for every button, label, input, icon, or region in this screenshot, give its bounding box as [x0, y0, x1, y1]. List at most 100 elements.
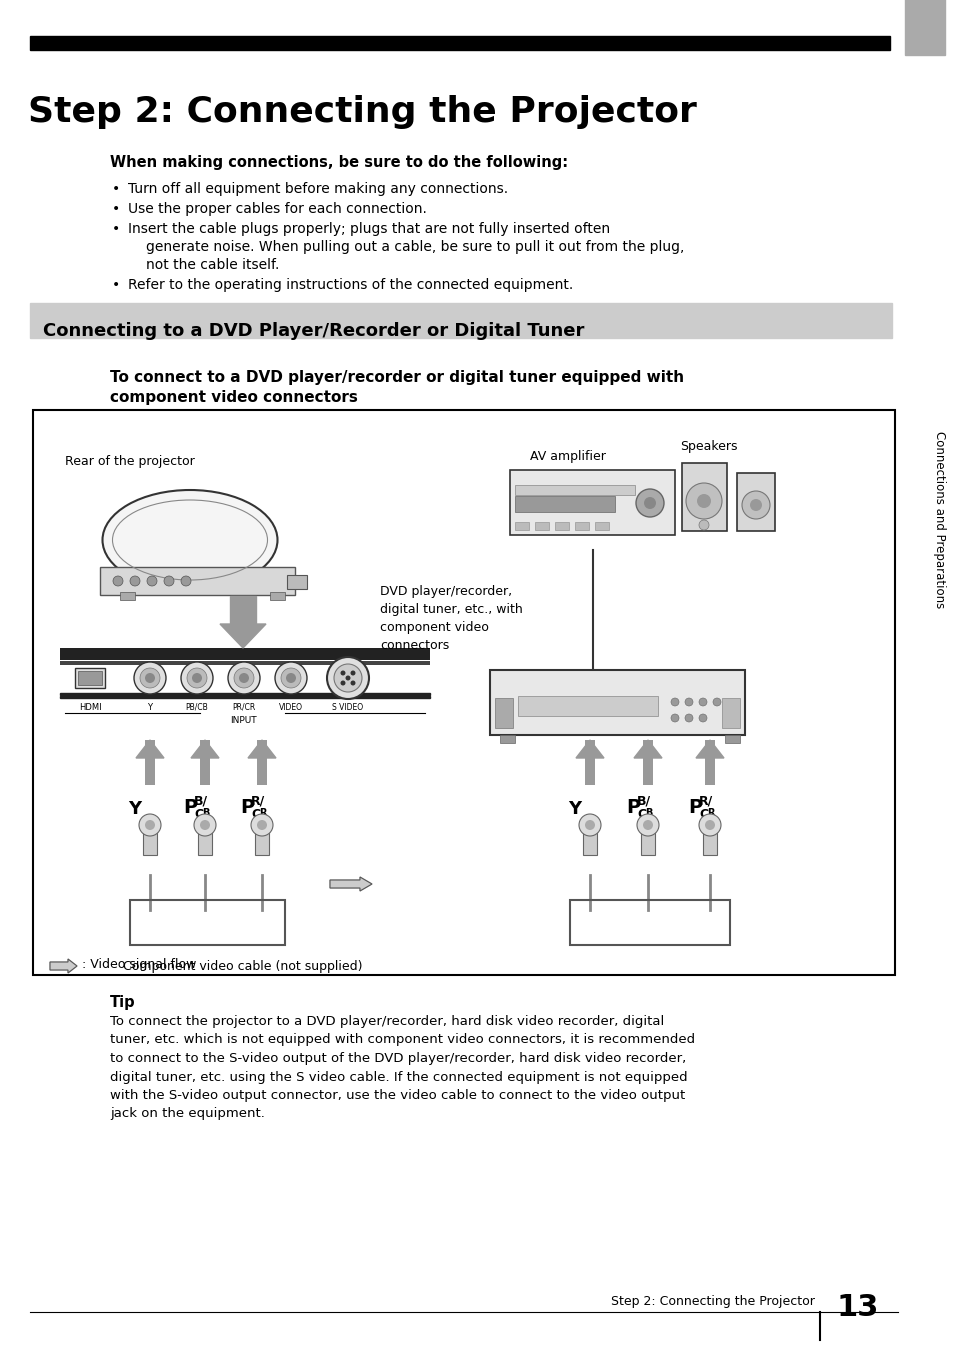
Text: VIDEO: VIDEO — [278, 703, 303, 713]
Polygon shape — [576, 740, 603, 758]
Text: B/: B/ — [637, 795, 651, 808]
Polygon shape — [50, 959, 77, 973]
Bar — [75, 668, 105, 688]
Circle shape — [181, 576, 191, 585]
Text: Rear of the projector: Rear of the projector — [65, 456, 194, 468]
Text: Use the proper cables for each connection.: Use the proper cables for each connectio… — [128, 201, 426, 216]
Circle shape — [274, 662, 307, 694]
Circle shape — [181, 662, 213, 694]
Text: B: B — [202, 808, 209, 818]
Text: Component video cable (not supplied): Component video cable (not supplied) — [123, 960, 362, 973]
Circle shape — [281, 668, 301, 688]
Circle shape — [286, 673, 295, 683]
Text: P: P — [687, 798, 701, 817]
Text: AV amplifier: AV amplifier — [530, 450, 605, 462]
Text: HDMI: HDMI — [78, 703, 101, 713]
Text: C: C — [251, 808, 260, 821]
Text: Refer to the operating instructions of the connected equipment.: Refer to the operating instructions of t… — [128, 279, 573, 292]
Polygon shape — [220, 625, 266, 648]
Bar — [60, 661, 430, 665]
Text: C: C — [637, 808, 645, 821]
Bar — [33, 410, 894, 975]
Bar — [640, 821, 655, 854]
Text: •: • — [112, 279, 120, 292]
Bar — [143, 821, 157, 854]
Text: Y: Y — [128, 800, 141, 818]
Circle shape — [642, 821, 652, 830]
Bar — [270, 592, 285, 600]
Text: INPUT: INPUT — [230, 717, 256, 725]
Circle shape — [684, 698, 692, 706]
Text: generate noise. When pulling out a cable, be sure to pull it out from the plug,: generate noise. When pulling out a cable… — [146, 241, 683, 254]
Text: R/: R/ — [699, 795, 713, 808]
Bar — [724, 735, 740, 744]
Ellipse shape — [102, 489, 277, 589]
Bar — [256, 740, 267, 786]
Bar — [78, 671, 102, 685]
Text: DVD player/recorder,
digital tuner, etc., with
component video
connectors: DVD player/recorder, digital tuner, etc.… — [379, 585, 522, 652]
Bar — [575, 522, 588, 530]
Text: To connect to a DVD player/recorder or digital tuner equipped with: To connect to a DVD player/recorder or d… — [110, 370, 683, 385]
Bar — [60, 648, 430, 660]
Bar — [517, 696, 658, 717]
Text: component video connectors: component video connectors — [110, 389, 357, 406]
Bar — [904, 0, 944, 55]
Circle shape — [147, 576, 157, 585]
Bar — [642, 740, 652, 786]
Text: Y: Y — [148, 703, 152, 713]
Text: P: P — [240, 798, 253, 817]
Circle shape — [256, 821, 267, 830]
Bar — [515, 496, 615, 512]
Text: not the cable itself.: not the cable itself. — [146, 258, 279, 272]
Bar — [145, 740, 154, 786]
Text: •: • — [112, 222, 120, 237]
Polygon shape — [191, 740, 219, 758]
Circle shape — [578, 814, 600, 836]
Text: To connect the projector to a DVD player/recorder, hard disk video recorder, dig: To connect the projector to a DVD player… — [110, 1015, 695, 1121]
Bar — [200, 740, 210, 786]
Text: Connecting to a DVD Player/Recorder or Digital Tuner: Connecting to a DVD Player/Recorder or D… — [43, 322, 584, 339]
Text: 13: 13 — [836, 1293, 879, 1322]
Bar — [702, 821, 717, 854]
Bar — [495, 698, 513, 727]
Bar — [60, 696, 430, 698]
Bar — [535, 522, 548, 530]
Bar — [30, 37, 889, 50]
Circle shape — [340, 671, 345, 676]
Bar — [515, 485, 635, 495]
Circle shape — [699, 521, 708, 530]
Bar — [584, 740, 595, 786]
Text: C: C — [193, 808, 203, 821]
Text: Speakers: Speakers — [679, 439, 737, 453]
Circle shape — [228, 662, 260, 694]
Bar — [499, 735, 515, 744]
Text: •: • — [112, 201, 120, 216]
Circle shape — [684, 714, 692, 722]
Text: When making connections, be sure to do the following:: When making connections, be sure to do t… — [110, 155, 568, 170]
Text: PB/CB: PB/CB — [186, 703, 208, 713]
Bar — [100, 566, 294, 595]
Circle shape — [145, 821, 154, 830]
Circle shape — [643, 498, 656, 508]
Bar — [198, 821, 212, 854]
Text: •: • — [112, 183, 120, 196]
Bar — [254, 821, 269, 854]
Circle shape — [704, 821, 714, 830]
Bar — [120, 592, 135, 600]
Circle shape — [164, 576, 173, 585]
Text: PR/CR: PR/CR — [233, 703, 255, 713]
Circle shape — [637, 814, 659, 836]
Text: Connections and Preparations: Connections and Preparations — [933, 431, 945, 608]
Bar — [721, 698, 740, 727]
Circle shape — [340, 680, 345, 685]
Circle shape — [670, 698, 679, 706]
Circle shape — [749, 499, 761, 511]
Text: P: P — [183, 798, 197, 817]
Bar — [515, 522, 529, 530]
Bar — [287, 575, 307, 589]
Circle shape — [699, 698, 706, 706]
Polygon shape — [230, 596, 255, 625]
Circle shape — [139, 814, 161, 836]
Bar — [60, 694, 430, 695]
Polygon shape — [634, 740, 661, 758]
